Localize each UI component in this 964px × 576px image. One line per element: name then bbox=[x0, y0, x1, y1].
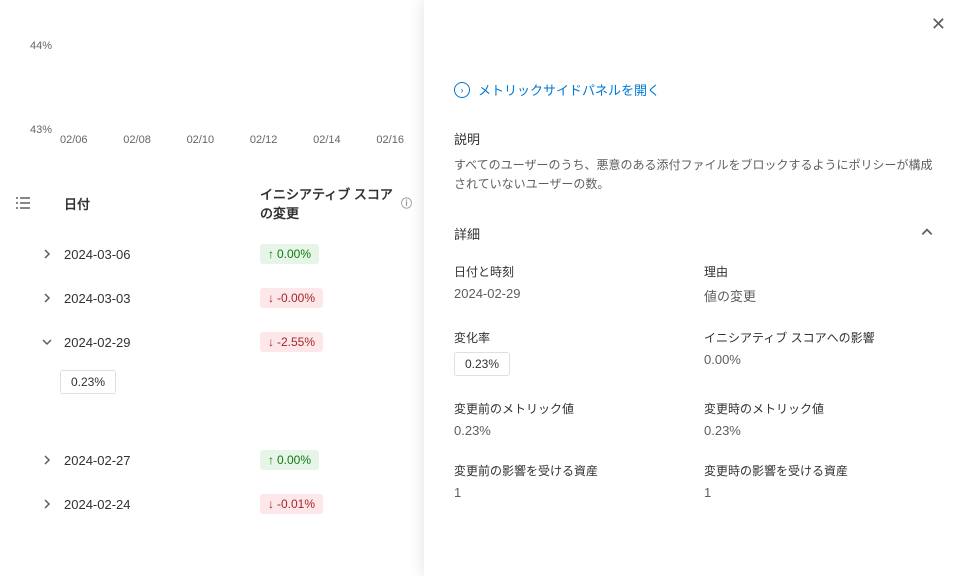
expand-button[interactable] bbox=[34, 498, 60, 510]
detail-before-assets: 変更前の影響を受ける資産 1 bbox=[454, 462, 684, 500]
details-grid: 日付と時刻 2024-02-29 理由 値の変更 変化率 0.23% イニシアテ… bbox=[454, 263, 934, 500]
change-badge: ↑0.00% bbox=[260, 450, 319, 470]
collapse-button[interactable] bbox=[34, 336, 60, 348]
table-area: 日付 イニシアティブ スコアの変更 ⓘ 2024-03-06 ↑0.00% bbox=[0, 160, 424, 526]
arrow-down-icon: ↓ bbox=[268, 291, 274, 305]
date-cell: 2024-02-24 bbox=[60, 497, 260, 512]
detail-change-rate: 変化率 0.23% bbox=[454, 329, 684, 376]
column-header-score[interactable]: イニシアティブ スコアの変更 ⓘ bbox=[260, 184, 412, 222]
details-toggle[interactable]: 詳細 bbox=[454, 224, 934, 243]
score-cell: ↑0.00% bbox=[260, 450, 412, 470]
expand-button[interactable] bbox=[34, 248, 60, 260]
x-tick: 02/08 bbox=[123, 134, 151, 146]
info-icon[interactable]: ⓘ bbox=[401, 195, 412, 211]
detail-reason: 理由 値の変更 bbox=[704, 263, 934, 305]
table-row[interactable]: 2024-03-06 ↑0.00% bbox=[12, 232, 412, 276]
chart-area: 44% 43% 02/06 02/08 02/10 02/12 02/14 02… bbox=[0, 0, 424, 160]
x-tick: 02/14 bbox=[313, 134, 341, 146]
arrow-up-icon: ↑ bbox=[268, 453, 274, 467]
arrow-down-icon: ↓ bbox=[268, 497, 274, 511]
change-badge: ↓-0.01% bbox=[260, 494, 323, 514]
score-cell: ↓-2.55% bbox=[260, 332, 412, 352]
open-metric-panel-link[interactable]: › メトリックサイドパネルを開く bbox=[454, 80, 934, 99]
score-cell: ↓-0.00% bbox=[260, 288, 412, 308]
column-header-date[interactable]: 日付 bbox=[60, 194, 260, 213]
table-row[interactable]: 2024-02-24 ↓-0.01% bbox=[12, 482, 412, 526]
table-row[interactable]: 2024-02-27 ↑0.00% bbox=[12, 438, 412, 482]
change-badge: ↓-0.00% bbox=[260, 288, 323, 308]
close-button[interactable]: ✕ bbox=[931, 14, 946, 35]
expanded-sub-row: 0.23% bbox=[12, 364, 412, 398]
table-header: 日付 イニシアティブ スコアの変更 ⓘ bbox=[12, 174, 412, 232]
table-row[interactable]: 2024-03-03 ↓-0.00% bbox=[12, 276, 412, 320]
date-cell: 2024-03-03 bbox=[60, 291, 260, 306]
change-badge: ↓-2.55% bbox=[260, 332, 323, 352]
x-tick: 02/10 bbox=[187, 134, 215, 146]
change-badge: ↑0.00% bbox=[260, 244, 319, 264]
arrow-down-icon: ↓ bbox=[268, 335, 274, 349]
table-row[interactable]: 2024-02-29 ↓-2.55% bbox=[12, 320, 412, 364]
description-label: 説明 bbox=[454, 129, 934, 148]
expand-button[interactable] bbox=[34, 292, 60, 304]
arrow-up-icon: ↑ bbox=[268, 247, 274, 261]
x-tick: 02/16 bbox=[376, 134, 404, 146]
side-panel: ✕ › メトリックサイドパネルを開く 説明 すべてのユーザーのうち、悪意のある添… bbox=[424, 0, 964, 576]
date-cell: 2024-02-29 bbox=[60, 335, 260, 350]
score-cell: ↑0.00% bbox=[260, 244, 412, 264]
date-cell: 2024-03-06 bbox=[60, 247, 260, 262]
x-axis-labels: 02/06 02/08 02/10 02/12 02/14 02/16 bbox=[60, 134, 404, 146]
detail-at-assets: 変更時の影響を受ける資産 1 bbox=[704, 462, 934, 500]
details-label: 詳細 bbox=[454, 224, 480, 243]
date-cell: 2024-02-27 bbox=[60, 453, 260, 468]
score-cell: ↓-0.01% bbox=[260, 494, 412, 514]
detail-before-metric: 変更前のメトリック値 0.23% bbox=[454, 400, 684, 438]
x-tick: 02/06 bbox=[60, 134, 88, 146]
change-rate-badge: 0.23% bbox=[454, 352, 510, 376]
chevron-circle-icon: › bbox=[454, 82, 470, 98]
detail-impact: イニシアティブ スコアへの影響 0.00% bbox=[704, 329, 934, 376]
detail-at-metric: 変更時のメトリック値 0.23% bbox=[704, 400, 934, 438]
sub-value-badge[interactable]: 0.23% bbox=[60, 370, 116, 394]
description-text: すべてのユーザーのうち、悪意のある添付ファイルをブロックするようにポリシーが構成… bbox=[454, 156, 934, 194]
y-axis-label: 44% bbox=[30, 40, 52, 52]
detail-datetime: 日付と時刻 2024-02-29 bbox=[454, 263, 684, 305]
chevron-up-icon bbox=[920, 225, 934, 242]
x-tick: 02/12 bbox=[250, 134, 278, 146]
left-panel: 44% 43% 02/06 02/08 02/10 02/12 02/14 02… bbox=[0, 0, 424, 576]
y-axis-label: 43% bbox=[30, 124, 52, 136]
list-settings-icon[interactable] bbox=[12, 197, 34, 209]
expand-button[interactable] bbox=[34, 454, 60, 466]
